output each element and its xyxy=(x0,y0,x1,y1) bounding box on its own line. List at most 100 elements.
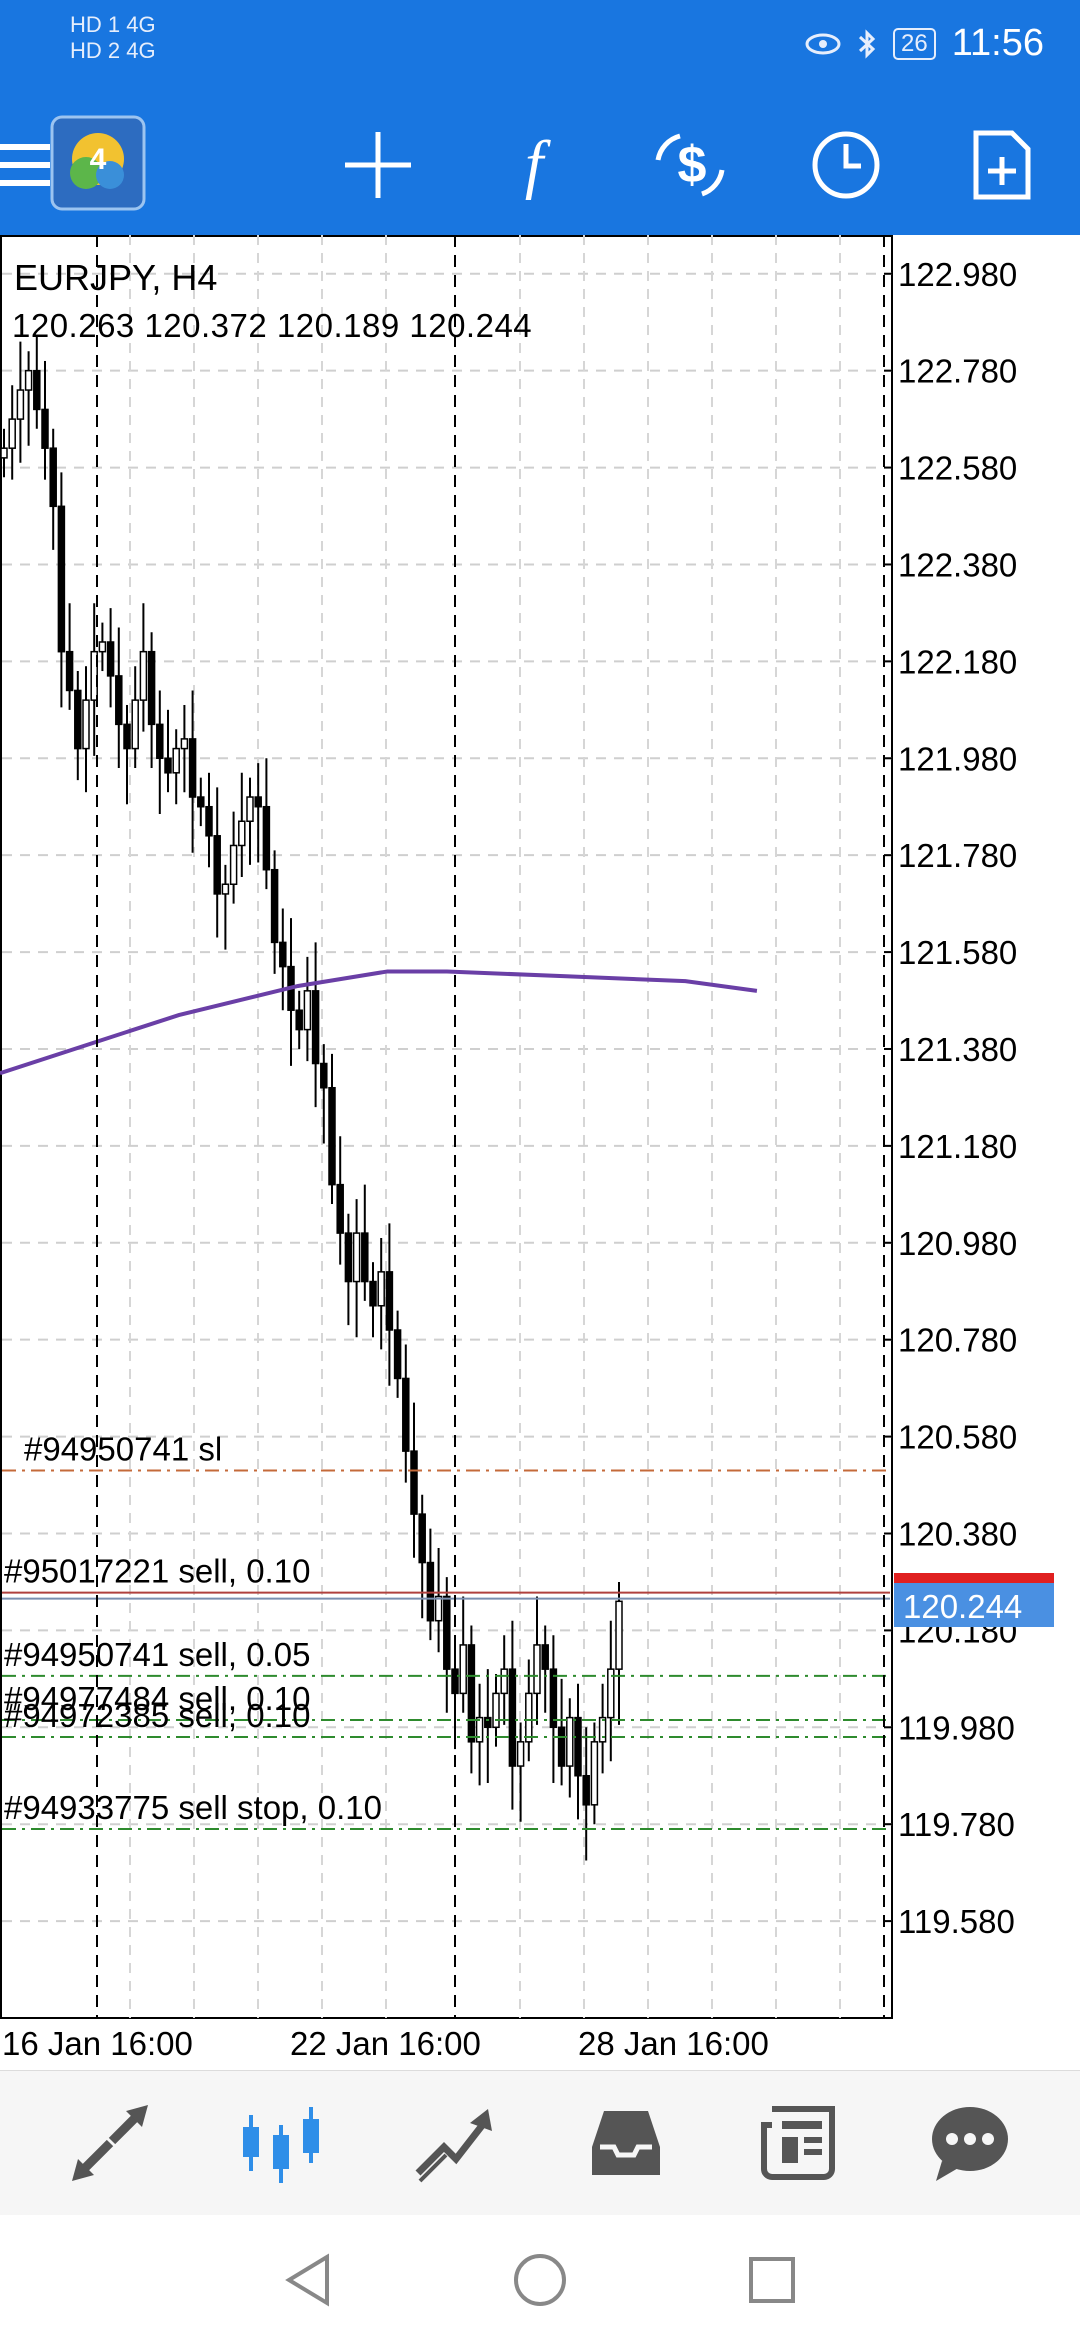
recents-icon xyxy=(749,2257,795,2303)
candle-body xyxy=(328,1086,336,1186)
candle-body xyxy=(574,1716,582,1777)
y-tick-label: 119.780 xyxy=(898,1806,1015,1843)
app-logo: 4 xyxy=(50,115,146,211)
status-right: 26 11:56 xyxy=(805,22,1044,65)
order-line-label: #94950741 sell, 0.05 xyxy=(4,1636,310,1673)
candle-body xyxy=(115,675,123,726)
quotes-icon xyxy=(72,2105,148,2181)
order-line-label: #95017221 sell, 0.10 xyxy=(4,1553,310,1590)
symbol-title: EURJPY, H4 xyxy=(14,257,218,298)
crosshair-button[interactable] xyxy=(328,115,428,215)
candle-body xyxy=(262,805,271,871)
eye-icon xyxy=(805,33,841,54)
candle-body xyxy=(131,699,139,750)
timeframe-icon xyxy=(812,131,880,199)
candle-body xyxy=(213,835,221,895)
candle-body xyxy=(344,1232,353,1283)
candle-body xyxy=(369,1280,377,1307)
x-tick-label: 22 Jan 16:00 xyxy=(290,2025,481,2062)
candle-body xyxy=(377,1271,385,1307)
nav-quotes[interactable] xyxy=(60,2093,160,2193)
candle-body xyxy=(311,990,320,1065)
trade-icon: $ xyxy=(655,133,725,197)
y-tick-label: 121.180 xyxy=(898,1128,1017,1165)
candle-body xyxy=(172,747,180,774)
candle-body xyxy=(156,723,164,760)
back-button[interactable] xyxy=(278,2250,338,2310)
bluetooth-icon xyxy=(858,28,876,59)
y-tick-label: 122.980 xyxy=(898,256,1017,293)
new-order-button[interactable] xyxy=(952,115,1052,215)
nav-trade[interactable] xyxy=(404,2093,504,2193)
chat-icon xyxy=(932,2107,1008,2181)
menu-button[interactable] xyxy=(0,115,70,215)
candle-body xyxy=(0,447,8,459)
candle-body xyxy=(41,408,49,449)
y-tick-label: 121.580 xyxy=(898,934,1017,971)
candle-body xyxy=(393,1329,402,1380)
candle-body xyxy=(24,369,33,391)
y-tick-label: 122.180 xyxy=(898,643,1017,680)
candle-body xyxy=(385,1271,394,1331)
candle-body xyxy=(418,1513,426,1564)
candle-body xyxy=(295,1009,303,1031)
y-tick-label: 121.980 xyxy=(898,740,1017,777)
x-tick-label: 16 Jan 16:00 xyxy=(2,2025,193,2062)
candle-body xyxy=(238,820,246,847)
candle-body xyxy=(123,723,131,750)
candle-body xyxy=(467,1644,476,1743)
nav-chart[interactable] xyxy=(232,2093,332,2193)
candle-body xyxy=(508,1668,517,1767)
candle-body xyxy=(98,641,107,653)
candle-body xyxy=(557,1726,566,1767)
candle-body xyxy=(598,1716,607,1743)
order-line-label: #94950741 sl xyxy=(24,1431,222,1468)
current-price-badge: 120.244 xyxy=(894,1573,1054,1627)
moving-average-line xyxy=(0,969,758,1076)
candle-body xyxy=(492,1692,500,1729)
candle-body xyxy=(533,1644,541,1695)
candle-body xyxy=(607,1668,615,1719)
chart-area[interactable]: #94950741 sl #95017221 sell, 0.10 #9495074… xyxy=(0,235,1080,2075)
order-line-label: #94977484 sell, 0.10 xyxy=(4,1680,310,1717)
candle-body xyxy=(410,1450,418,1515)
svg-text:f: f xyxy=(525,130,551,200)
chart-icon xyxy=(243,2107,319,2183)
candle-body xyxy=(197,796,205,808)
candle-body xyxy=(221,883,230,895)
candle-body xyxy=(549,1668,558,1729)
candle-body xyxy=(475,1716,484,1743)
candle-body xyxy=(434,1595,443,1622)
candle-body xyxy=(279,941,287,968)
toolbar: 4 f $ xyxy=(0,95,1080,235)
candle-body xyxy=(33,369,41,411)
candle-body xyxy=(566,1716,574,1767)
nav-news[interactable] xyxy=(748,2093,848,2193)
candle-body xyxy=(303,990,312,1031)
timeframe-button[interactable] xyxy=(796,115,896,215)
candle-body xyxy=(74,689,82,750)
candle-body xyxy=(443,1595,451,1670)
app-logo-button[interactable]: 4 xyxy=(48,113,148,213)
recents-button[interactable] xyxy=(742,2250,802,2310)
order-line-label: #94972385 sell, 0.10 xyxy=(4,1697,310,1734)
home-icon xyxy=(514,2254,566,2306)
candle-body xyxy=(106,641,115,677)
candle-body xyxy=(229,844,238,885)
y-tick-label: 121.380 xyxy=(898,1031,1017,1068)
candle-body xyxy=(49,447,57,508)
y-tick-label: 122.580 xyxy=(898,450,1017,487)
nav-chat[interactable] xyxy=(920,2093,1020,2193)
sim2-indicator: HD 2 4G xyxy=(70,38,156,63)
candle-body xyxy=(590,1741,599,1806)
candle-body xyxy=(516,1741,525,1767)
new-order-icon xyxy=(973,130,1031,200)
order-line-label: #94933775 sell stop, 0.10 xyxy=(4,1789,382,1826)
y-tick-label: 119.580 xyxy=(898,1903,1015,1940)
indicators-button[interactable]: f xyxy=(484,115,584,215)
price-chart[interactable]: #94950741 sl #95017221 sell, 0.10 #9495074… xyxy=(0,235,1080,2075)
nav-history[interactable] xyxy=(576,2093,676,2193)
trade-button[interactable]: $ xyxy=(640,115,740,215)
home-button[interactable] xyxy=(510,2250,570,2310)
candle-body xyxy=(82,699,90,750)
